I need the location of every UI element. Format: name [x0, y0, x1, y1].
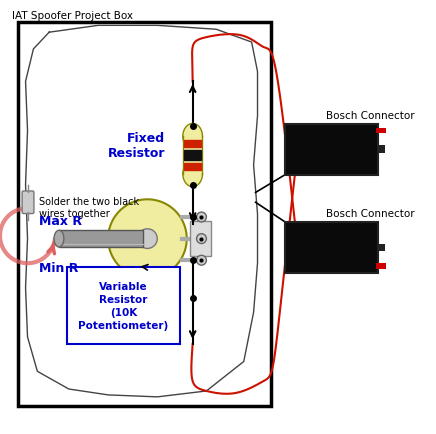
Bar	[190, 221, 211, 257]
Text: Variable
Resistor
(10K
Potentiometer): Variable Resistor (10K Potentiometer)	[78, 281, 168, 331]
Text: Bosch Connector: Bosch Connector	[326, 110, 415, 120]
Text: Min R: Min R	[39, 262, 78, 275]
Text: Max R: Max R	[39, 214, 82, 227]
Bar	[285, 124, 378, 175]
Bar	[184, 141, 201, 148]
Ellipse shape	[54, 231, 64, 247]
Bar	[376, 128, 386, 134]
Text: Fixed
Resistor: Fixed Resistor	[108, 132, 165, 160]
Bar	[18, 23, 271, 406]
Circle shape	[197, 213, 206, 222]
Ellipse shape	[183, 162, 202, 187]
FancyBboxPatch shape	[22, 191, 34, 214]
Circle shape	[108, 200, 187, 278]
Bar	[378, 244, 385, 252]
Circle shape	[138, 229, 157, 249]
Bar	[59, 231, 143, 247]
Polygon shape	[26, 26, 258, 397]
Bar	[184, 164, 201, 171]
Bar	[285, 222, 378, 273]
Bar	[67, 267, 180, 344]
Circle shape	[197, 256, 206, 266]
Ellipse shape	[183, 124, 202, 150]
Circle shape	[197, 234, 206, 244]
Bar	[378, 146, 385, 154]
Bar	[183, 137, 202, 174]
Text: IAT Spoofer Project Box: IAT Spoofer Project Box	[12, 10, 133, 20]
Text: Bosch Connector: Bosch Connector	[326, 208, 415, 218]
Bar	[184, 151, 201, 161]
Bar	[59, 231, 143, 247]
Bar	[376, 263, 386, 270]
Text: Solder the two black
wires together: Solder the two black wires together	[39, 197, 140, 218]
